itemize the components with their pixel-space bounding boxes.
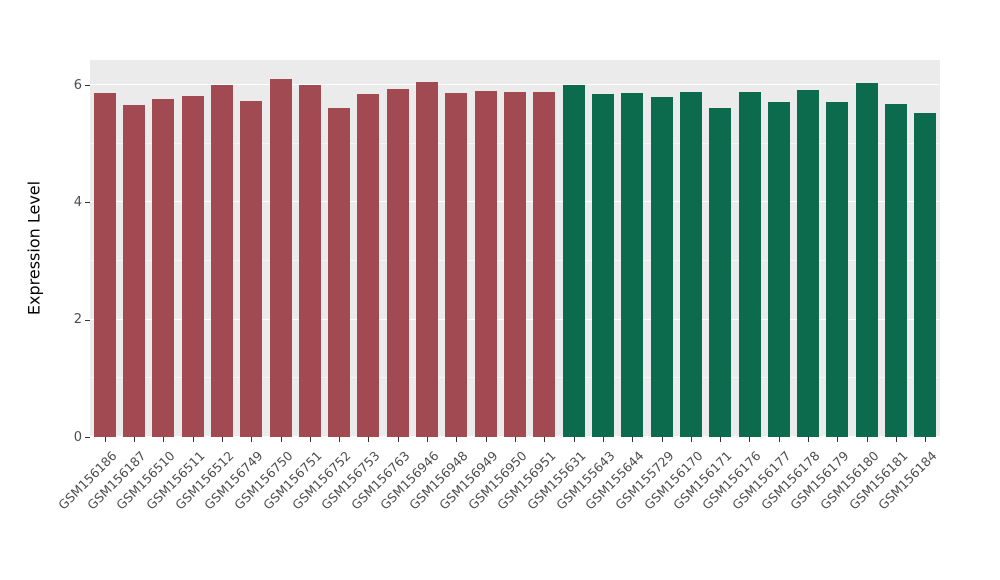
y-tick-mark [85, 202, 90, 204]
bar-slot [295, 60, 324, 437]
bar [357, 94, 380, 437]
x-tick-mark [485, 437, 487, 442]
y-tick-label: 2 [73, 312, 82, 328]
bar [416, 81, 439, 437]
bars-container [90, 60, 940, 437]
bar [709, 108, 732, 437]
bar-slot [442, 60, 471, 437]
bar-slot [119, 60, 148, 437]
bar [591, 94, 614, 437]
y-tick-mark [85, 437, 90, 438]
bar [210, 85, 233, 437]
y-tick-mark [85, 319, 90, 321]
bar-slot [823, 60, 852, 437]
x-tick-mark [192, 437, 194, 442]
bar-slot [735, 60, 764, 437]
y-tick-label: 6 [73, 77, 82, 93]
bar [181, 96, 204, 437]
x-tick-mark [133, 437, 135, 442]
bar-slot [237, 60, 266, 437]
bar-slot [266, 60, 295, 437]
x-tick-mark [397, 437, 399, 442]
bar [269, 78, 292, 437]
x-tick-mark [661, 437, 663, 442]
bar-slot [530, 60, 559, 437]
bar [650, 96, 673, 437]
bar [122, 105, 145, 437]
bar-slot [149, 60, 178, 437]
y-tick-label: 0 [73, 429, 82, 445]
x-tick-mark [690, 437, 692, 442]
bar-slot [500, 60, 529, 437]
x-tick-mark [221, 437, 223, 442]
x-tick-mark [339, 437, 341, 442]
bar [533, 91, 556, 437]
x-tick-mark [778, 437, 780, 442]
bar [767, 101, 790, 437]
bar [562, 85, 585, 437]
bar [386, 89, 409, 437]
x-tick-mark [866, 437, 868, 442]
gridline-major [90, 84, 940, 86]
x-tick-mark [925, 437, 927, 442]
bar-slot [178, 60, 207, 437]
bar [797, 89, 820, 437]
x-tick-mark [515, 437, 516, 442]
bar-slot [383, 60, 412, 437]
x-tick-mark [808, 437, 810, 442]
bar [826, 102, 849, 437]
bar-slot [559, 60, 588, 437]
x-tick-mark [427, 437, 429, 442]
bar-slot [676, 60, 705, 437]
bar [679, 91, 702, 437]
bar [298, 84, 321, 437]
plot-panel [90, 60, 940, 437]
bar-slot [412, 60, 441, 437]
x-tick-mark [837, 437, 839, 442]
bar [914, 112, 937, 437]
bar-slot [881, 60, 910, 437]
bar [93, 93, 116, 437]
bar-slot [354, 60, 383, 437]
x-tick-mark [163, 437, 165, 442]
bar [738, 91, 761, 437]
bar-slot [647, 60, 676, 437]
bar [885, 103, 908, 437]
bar-slot [618, 60, 647, 437]
bar-slot [325, 60, 354, 437]
bar-slot [852, 60, 881, 437]
bar [240, 101, 263, 437]
x-tick-mark [602, 437, 604, 442]
x-tick-mark [104, 437, 106, 442]
bar [445, 92, 468, 437]
bar [621, 92, 644, 437]
bar-slot [90, 60, 119, 437]
bar-slot [588, 60, 617, 437]
bar [328, 108, 351, 437]
x-tick-mark [896, 437, 898, 442]
x-tick-mark [632, 437, 634, 442]
y-tick-label: 4 [73, 194, 82, 210]
x-tick-mark [749, 437, 751, 442]
x-tick-mark [456, 437, 458, 442]
bar [855, 82, 878, 437]
bar-slot [471, 60, 500, 437]
x-tick-mark [368, 437, 370, 442]
x-tick-mark [720, 437, 722, 442]
bar [474, 90, 497, 437]
bar-slot [207, 60, 236, 437]
bar-slot [911, 60, 940, 437]
bar [152, 99, 175, 437]
bar-slot [794, 60, 823, 437]
x-tick-mark [251, 437, 253, 442]
x-tick-mark [309, 437, 311, 442]
bar-slot [764, 60, 793, 437]
x-tick-mark [280, 437, 282, 442]
x-tick-mark [573, 437, 575, 442]
x-tick-mark [544, 437, 546, 442]
bar-slot [706, 60, 735, 437]
bar [504, 92, 527, 437]
y-tick-mark [85, 85, 90, 87]
